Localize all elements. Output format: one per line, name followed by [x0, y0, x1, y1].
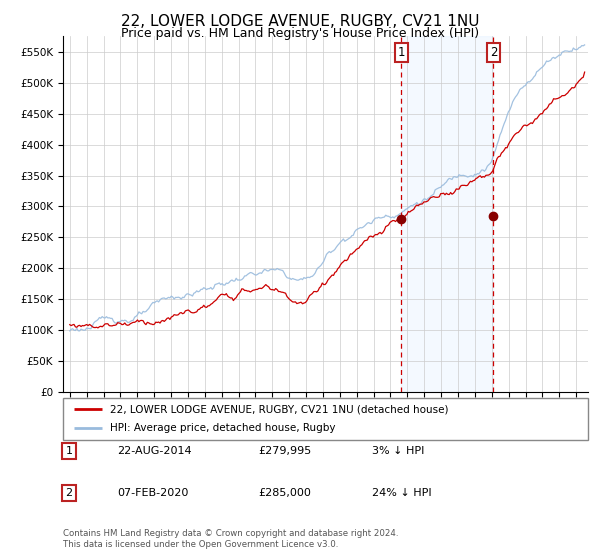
Text: HPI: Average price, detached house, Rugby: HPI: Average price, detached house, Rugb…	[110, 423, 336, 433]
Text: 2: 2	[65, 488, 73, 498]
Bar	[401, 36, 493, 392]
Text: £285,000: £285,000	[258, 488, 311, 498]
Text: £279,995: £279,995	[258, 446, 311, 456]
FancyBboxPatch shape	[63, 398, 588, 440]
Text: 3% ↓ HPI: 3% ↓ HPI	[372, 446, 424, 456]
Text: 1: 1	[65, 446, 73, 456]
Text: 22-AUG-2014: 22-AUG-2014	[117, 446, 191, 456]
Text: Contains HM Land Registry data © Crown copyright and database right 2024.
This d: Contains HM Land Registry data © Crown c…	[63, 529, 398, 549]
Text: 24% ↓ HPI: 24% ↓ HPI	[372, 488, 431, 498]
Text: 22, LOWER LODGE AVENUE, RUGBY, CV21 1NU: 22, LOWER LODGE AVENUE, RUGBY, CV21 1NU	[121, 14, 479, 29]
Text: 07-FEB-2020: 07-FEB-2020	[117, 488, 188, 498]
Text: 2: 2	[490, 46, 497, 59]
Text: Price paid vs. HM Land Registry's House Price Index (HPI): Price paid vs. HM Land Registry's House …	[121, 27, 479, 40]
Text: 22, LOWER LODGE AVENUE, RUGBY, CV21 1NU (detached house): 22, LOWER LODGE AVENUE, RUGBY, CV21 1NU …	[110, 404, 449, 414]
Text: 1: 1	[398, 46, 405, 59]
